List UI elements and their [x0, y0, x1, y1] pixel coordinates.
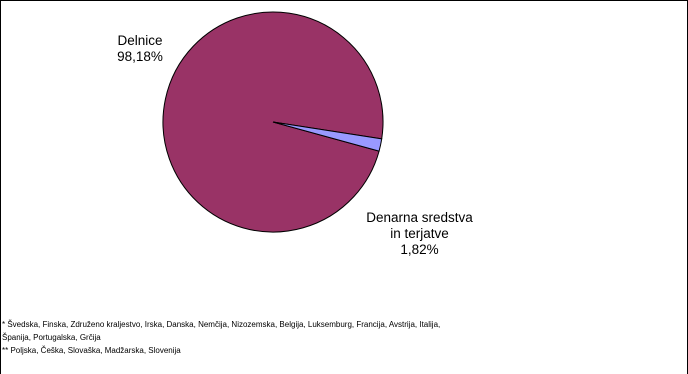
pie-slice-denarna-sredstva [272, 121, 383, 152]
slice-label-denarna-value: 1,82% [400, 242, 439, 257]
slice-label-delnice-value: 98,18% [117, 49, 163, 64]
slice-label-delnice: Delnice 98,18% [95, 33, 185, 65]
slice-label-denarna-name-2: in terjatve [390, 226, 449, 241]
footnote-2: ** Poljska, Češka, Slovaška, Madžarska, … [2, 346, 181, 355]
slice-label-denarna-name-1: Denarna sredstva [366, 210, 473, 225]
footnote-1-continued: Španija, Portugalska, Grčija [2, 333, 101, 342]
frame-left-border [0, 0, 1, 374]
pie-chart [162, 11, 384, 233]
footnote-1: * Švedska, Finska, Združeno kraljestvo, … [2, 320, 441, 329]
slice-label-denarna-sredstva: Denarna sredstva in terjatve 1,82% [352, 210, 487, 258]
frame-top-border [0, 0, 688, 1]
slice-label-delnice-name: Delnice [117, 33, 163, 48]
pie-slices [162, 11, 384, 233]
